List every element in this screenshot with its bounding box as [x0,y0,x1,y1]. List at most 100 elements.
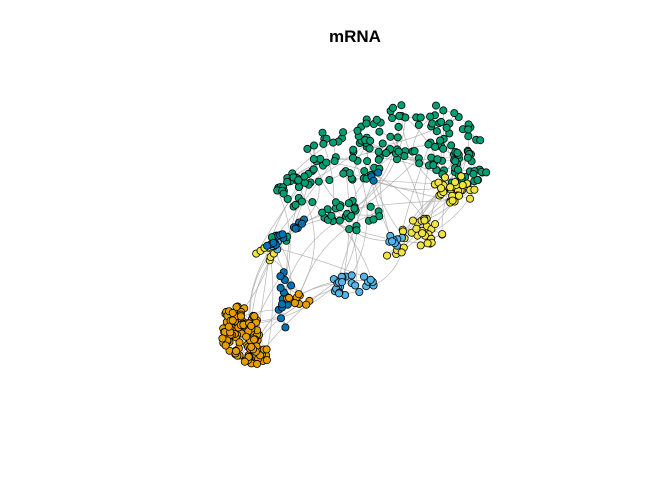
plot-title: mRNA [329,27,381,46]
network-node-green [314,177,323,186]
network-node-yellow [438,230,447,239]
network-node-green [309,165,318,174]
network-node-orange [290,298,299,307]
network-node-green [369,215,378,224]
network-edge [263,276,343,350]
network-node-orange [228,308,237,317]
network-node-dark-blue [277,300,286,309]
network-node-green [453,148,462,157]
network-node-yellow [420,216,429,225]
network-node-orange [221,341,230,350]
network-node-dark-blue [281,323,290,332]
network-node-green [388,114,397,123]
network-node-yellow [423,239,432,248]
network-node-green [464,125,473,134]
network-node-green [476,136,485,145]
network-node-green [429,161,438,170]
network-node-green [327,211,336,220]
network-node-green [348,153,357,162]
network-node-orange [302,300,311,309]
network-node-green [362,119,371,128]
network-node-green [410,147,419,156]
network-node-green [330,157,339,166]
network-node-green [300,172,309,181]
network-node-dark-blue [374,168,383,177]
network-node-orange [250,312,259,321]
network-node-green [374,155,383,164]
network-node-light-blue [351,281,360,290]
network-node-yellow [416,241,425,250]
network-edge [299,211,379,296]
network-node-green [394,147,403,156]
network-node-light-blue [355,287,364,296]
network-node-green [439,144,448,153]
network-node-orange [247,321,256,330]
network-node-green [325,175,334,184]
network-edge [354,200,453,209]
network-node-yellow [454,191,463,200]
network-edge [351,157,368,276]
network-node-dark-blue [291,224,300,233]
network-node-green [347,211,356,220]
network-node-green [294,176,303,185]
network-node-yellow [440,173,449,182]
network-node-dark-blue [287,281,296,290]
network-node-orange [228,316,237,325]
network-edge [354,117,406,209]
network-node-green [318,208,327,217]
network-edge [265,256,274,356]
network-node-green [394,122,403,131]
network-node-green [439,106,448,115]
network-node-green [375,127,384,136]
network-node-yellow [465,194,474,203]
edge-layer [222,104,487,365]
network-node-green [283,194,292,203]
network-node-green [482,168,491,177]
network-edge [276,157,337,236]
network-node-green [353,126,362,135]
network-node-green [432,127,441,136]
network-node-green [378,139,387,148]
network-node-green [365,144,374,153]
network-node-light-blue [347,271,356,280]
network-node-green [283,177,292,186]
network-node-yellow [398,227,407,236]
network-node-green [424,140,433,149]
network-node-green [473,175,482,184]
network-node-orange [262,356,271,365]
network-node-green [309,155,318,164]
network-node-green [360,167,369,176]
network-node-light-blue [334,289,343,298]
network-node-yellow [418,229,427,238]
network-node-orange [294,290,303,299]
network-node-green [395,111,404,120]
network-node-yellow [446,183,455,192]
network-node-green [453,165,462,174]
network-node-green [450,109,459,118]
network-node-yellow [431,220,440,229]
network-node-green [363,157,372,166]
node-layer [218,101,491,368]
network-node-green [442,123,451,132]
network-node-green [350,204,359,213]
network-node-green [339,169,348,178]
network-node-green [303,144,312,153]
network-node-orange [242,332,251,341]
network-node-green [431,101,440,110]
network-node-green [463,153,472,162]
network-node-orange [236,312,245,321]
network-node-green [335,216,344,225]
network-node-green [464,132,473,141]
network-node-green [428,119,437,128]
network-node-light-blue [359,272,368,281]
network-node-green [291,200,300,209]
network-node-orange [232,347,241,356]
network-node-green [352,226,361,235]
network-node-green [297,197,306,206]
network-node-green [349,145,358,154]
network-node-green [309,141,318,150]
network-node-green [388,103,397,112]
network-node-green [279,189,288,198]
network-node-green [436,136,445,145]
